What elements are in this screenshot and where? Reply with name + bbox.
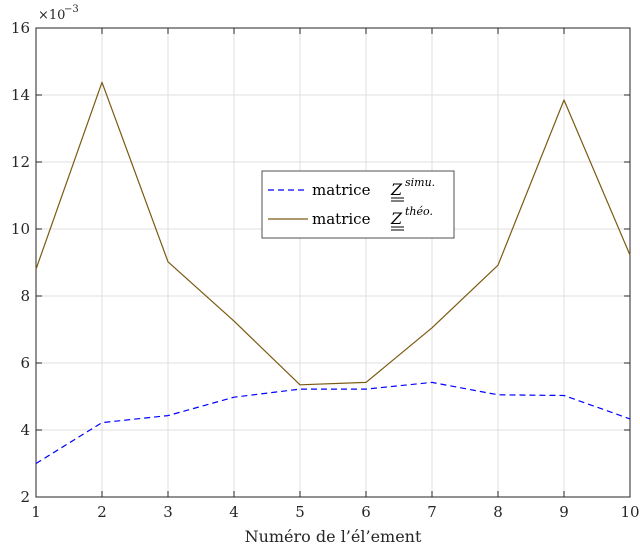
legend-superscript-simu: simu. [405, 176, 435, 189]
series-line-simu [35, 381, 631, 465]
x-tick-label: 7 [427, 503, 437, 521]
legend-symbol-simu: Z [390, 180, 403, 199]
series-line-theo [35, 81, 631, 386]
x-tick-label: 6 [361, 503, 371, 521]
legend: matrice Z simu. matrice Z théo. [261, 170, 455, 239]
x-axis-title: Numéro de l’él’ement [245, 527, 422, 546]
legend-box [261, 170, 455, 239]
grid-lines [35, 27, 631, 498]
x-tick-label: 9 [559, 503, 569, 521]
x-tick-label: 10 [620, 503, 639, 521]
y-tick-label: 10 [11, 220, 30, 238]
x-tick-label: 8 [493, 503, 503, 521]
y-tick-label: 4 [20, 421, 30, 439]
y-tick-label: 16 [11, 19, 30, 37]
x-tick-label: 1 [31, 503, 41, 521]
x-tick-label: 3 [163, 503, 173, 521]
legend-label-theo: matrice [312, 210, 371, 228]
y-tick-label: 12 [11, 153, 30, 171]
legend-superscript-theo: théo. [405, 205, 433, 218]
y-tick-label: 14 [11, 86, 30, 104]
y-tick-label: 2 [20, 488, 30, 506]
legend-symbol-theo: Z [390, 209, 403, 228]
y-scale-exponent: −3 [64, 4, 79, 15]
y-tick-label: 8 [20, 287, 30, 305]
y-scale-factor: ×10 [38, 8, 65, 23]
x-tick-label: 5 [295, 503, 305, 521]
series-layer [35, 81, 631, 465]
y-tick-label: 6 [20, 354, 30, 372]
x-tick-label: 2 [97, 503, 107, 521]
plot-area-frame [35, 27, 631, 498]
x-tick-label: 4 [229, 503, 239, 521]
legend-label-simu: matrice [312, 181, 371, 199]
